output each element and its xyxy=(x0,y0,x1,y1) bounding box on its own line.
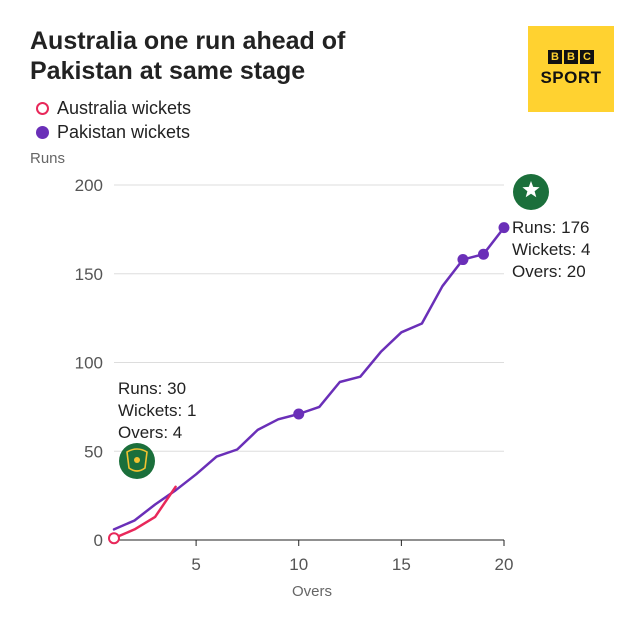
pakistan-summary-line: Wickets: 4 xyxy=(512,240,590,259)
wicket-marker-pakistan xyxy=(457,254,469,266)
wicket-marker-pakistan xyxy=(293,408,305,420)
australia-summary-line: Runs: 30 xyxy=(118,379,186,398)
sport-wordmark: SPORT xyxy=(540,68,602,87)
australia-crest-shield xyxy=(126,448,148,472)
x-axis-label: Overs xyxy=(292,583,332,600)
bbc-blocks: B B C xyxy=(548,50,594,64)
y-tick-label: 50 xyxy=(84,442,103,461)
bbc-letter: B xyxy=(564,50,578,64)
chart-title-line-1: Australia one run ahead of xyxy=(30,27,346,55)
bbc-sport-logo: B B C SPORT xyxy=(528,26,614,112)
pakistan-summary-line: Runs: 176 xyxy=(512,218,590,237)
y-tick-label: 100 xyxy=(75,354,103,373)
y-axis-label: Runs xyxy=(30,150,65,167)
y-tick-label: 0 xyxy=(94,531,103,550)
legend-open-circle-icon xyxy=(36,101,49,115)
pakistan-summary-line: Overs: 20 xyxy=(512,262,586,281)
y-tick-label: 150 xyxy=(75,265,103,284)
wicket-marker-australia xyxy=(108,532,120,545)
bbc-letter: C xyxy=(580,50,594,64)
chart-legend: Australia wickets Pakistan wickets xyxy=(36,96,191,144)
x-tick-label: 10 xyxy=(289,555,308,574)
chart-title-line-2: Pakistan at same stage xyxy=(30,57,306,85)
wicket-marker-pakistan xyxy=(498,222,510,234)
series-line-australia xyxy=(112,485,177,540)
legend-filled-circle-icon xyxy=(36,125,49,139)
wicket-marker-pakistan xyxy=(477,248,489,260)
legend-item-pakistan: Pakistan wickets xyxy=(36,120,191,144)
x-tick-label: 20 xyxy=(495,555,514,574)
x-tick-label: 5 xyxy=(191,555,200,574)
legend-label: Pakistan wickets xyxy=(57,121,191,142)
chart-title: Australia one run ahead of Pakistan at s… xyxy=(30,26,490,86)
bbc-letter: B xyxy=(548,50,562,64)
legend-label: Australia wickets xyxy=(57,97,192,118)
australia-crest-ball xyxy=(134,457,140,463)
legend-item-australia: Australia wickets xyxy=(36,96,191,120)
x-tick-label: 15 xyxy=(392,555,411,574)
series-line-pakistan xyxy=(112,226,506,531)
y-tick-label: 200 xyxy=(75,176,103,195)
pakistan-badge-star xyxy=(522,181,540,198)
australia-summary-line: Overs: 4 xyxy=(118,423,182,442)
australia-summary-line: Wickets: 1 xyxy=(118,401,196,420)
